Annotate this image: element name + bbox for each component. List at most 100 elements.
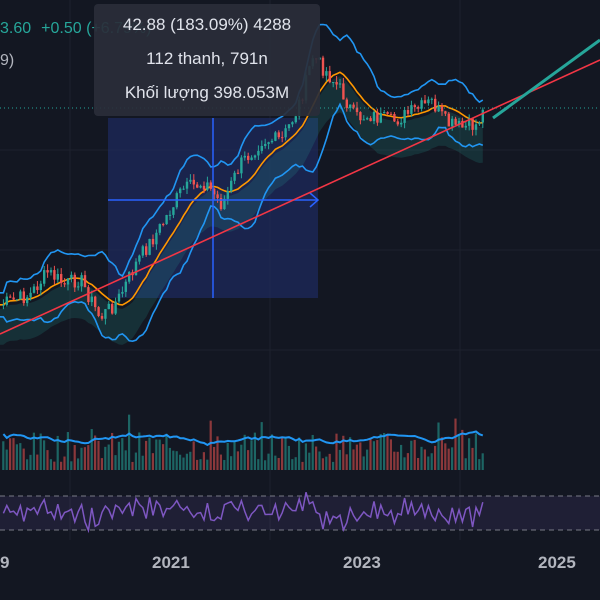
candle-body	[192, 179, 195, 185]
indicator-legend: 9)	[0, 52, 15, 69]
volume-bar	[165, 433, 168, 470]
volume-bar	[264, 460, 267, 470]
volume-bar	[287, 445, 290, 470]
candle-body	[32, 286, 36, 293]
volume-bar	[19, 443, 22, 470]
projection-line[interactable]	[492, 38, 600, 120]
candle-body	[202, 185, 206, 190]
volume-bar	[318, 451, 321, 470]
candle-body	[97, 307, 100, 317]
candle-body	[128, 272, 131, 282]
volume-bar	[430, 453, 433, 470]
volume-bar	[474, 433, 477, 470]
candle-body	[138, 255, 141, 262]
candle-body	[481, 109, 484, 123]
volume-bar	[410, 440, 413, 470]
candle-body	[226, 191, 229, 199]
candle-body	[264, 143, 267, 146]
candle-body	[396, 121, 399, 125]
candle-body	[464, 125, 467, 128]
volume-bar	[481, 453, 484, 470]
volume-bar	[90, 429, 93, 470]
volume-bar	[454, 418, 457, 470]
candle-body	[189, 179, 192, 182]
candle-body	[36, 286, 39, 291]
volume-bar	[311, 434, 314, 470]
candle-body	[148, 238, 151, 255]
volume-bar	[46, 450, 49, 470]
candle-body	[104, 309, 107, 319]
candle-body	[185, 181, 189, 189]
trendline[interactable]	[0, 59, 600, 335]
volume-bar	[393, 451, 396, 470]
volume-bar	[172, 450, 175, 470]
candle-body	[53, 270, 56, 280]
candle-body	[100, 316, 104, 319]
measure-tooltip: 42.88 (183.09%) 4288 112 thanh, 791n Khố…	[94, 4, 320, 116]
volume-bar	[100, 458, 103, 470]
volume-bar	[372, 441, 375, 470]
volume-bar	[111, 432, 114, 470]
volume-bar	[5, 449, 8, 470]
candle-body	[454, 118, 457, 125]
measure-tooltip-change: 42.88 (183.09%) 4288	[122, 15, 292, 34]
volume-bar	[39, 433, 42, 470]
candle-body	[247, 155, 250, 160]
candle-body	[223, 198, 226, 210]
volume-bar	[104, 446, 107, 470]
volume-bar	[379, 434, 382, 470]
volume-bar	[359, 442, 362, 470]
candle-body	[420, 100, 423, 109]
volume-bar	[138, 432, 141, 470]
candle-body	[335, 82, 338, 85]
volume-bar	[87, 445, 90, 470]
candle-body	[447, 113, 450, 127]
volume-bar	[461, 429, 464, 470]
candle-body	[213, 188, 216, 195]
volume-bar	[131, 461, 134, 470]
candle-body	[468, 118, 471, 126]
measure-tooltip-bars: 112 thanh, 791n	[146, 49, 268, 68]
volume-bar	[202, 452, 205, 470]
volume-bar	[145, 440, 148, 470]
volume-bar	[223, 460, 226, 470]
volume-bar	[396, 451, 399, 470]
measure-tooltip-volume: Khối lượng 398.053M	[124, 83, 290, 102]
candle-body	[172, 207, 175, 215]
volume-bars	[2, 414, 484, 470]
candle-body	[372, 111, 376, 122]
volume-bar	[213, 446, 216, 470]
candle-body	[165, 215, 168, 225]
legend-price: 3.60	[0, 20, 32, 37]
volume-bar	[29, 454, 32, 470]
volume-bar	[328, 453, 331, 470]
volume-bar	[308, 452, 311, 470]
candle-body	[240, 157, 243, 174]
volume-bar	[352, 449, 355, 470]
candle-body	[413, 105, 416, 108]
volume-bar	[70, 461, 73, 470]
candle-body	[236, 172, 240, 174]
candle-body	[179, 188, 182, 194]
candle-body	[9, 296, 12, 298]
candle-body	[349, 104, 352, 108]
volume-bar	[233, 440, 236, 470]
volume-bar	[77, 458, 80, 470]
volume-bar	[349, 437, 352, 470]
candle-body	[359, 112, 362, 121]
volume-bar	[369, 439, 372, 470]
candle-body	[49, 270, 53, 273]
volume-bar	[247, 450, 250, 470]
candle-body	[417, 107, 420, 109]
candle-body	[60, 274, 63, 284]
volume-bar	[22, 448, 25, 470]
candle-body	[287, 124, 291, 129]
volume-bar	[56, 435, 59, 470]
volume-bar	[117, 441, 120, 470]
volume-bar	[420, 446, 423, 470]
volume-bar	[182, 457, 185, 470]
rsi-pane	[0, 491, 600, 534]
candle-body	[199, 185, 202, 188]
volume-bar	[451, 447, 454, 470]
volume-bar	[413, 439, 416, 470]
